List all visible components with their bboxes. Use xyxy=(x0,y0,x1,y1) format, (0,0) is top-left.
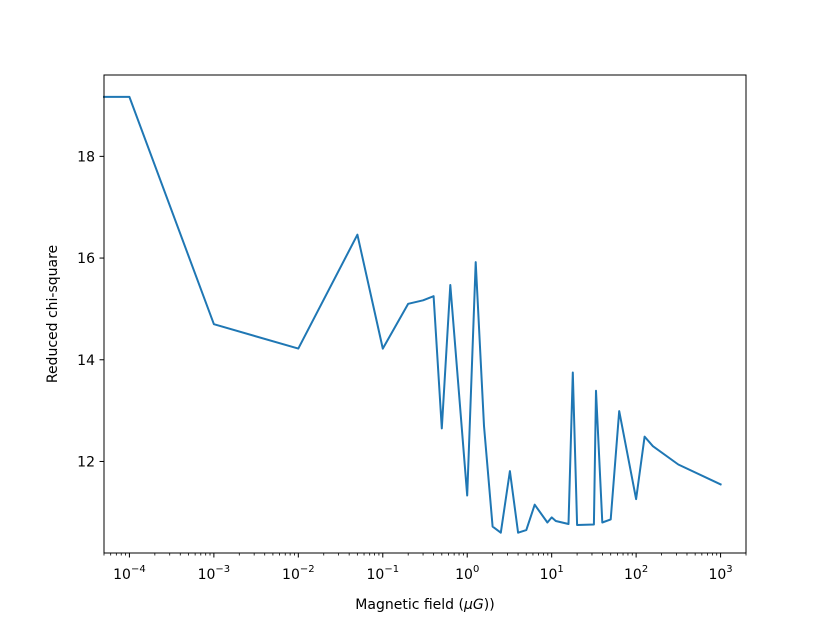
y-tick-label: 18 xyxy=(77,149,95,165)
y-axis-label: Reduced chi-square xyxy=(45,245,61,383)
x-tick-label: 10−2 xyxy=(282,564,315,583)
x-tick-label: 10−4 xyxy=(113,564,146,583)
x-major-ticks: 10−4 10−3 10−2 10−1 100 101 102 103 xyxy=(113,553,733,583)
x-tick-label: 101 xyxy=(540,564,564,583)
x-axis-label: Magnetic field (μG)) xyxy=(355,597,494,613)
x-tick-label: 103 xyxy=(708,564,732,583)
series-line xyxy=(103,95,722,534)
x-tick-label: 100 xyxy=(455,564,479,583)
y-ticks: 12 14 16 18 xyxy=(77,149,104,470)
y-tick-label: 16 xyxy=(77,251,95,267)
x-tick-label: 10−3 xyxy=(198,564,231,583)
y-tick-label: 12 xyxy=(77,454,95,470)
y-tick-label: 14 xyxy=(77,353,95,369)
x-tick-label: 102 xyxy=(624,564,648,583)
plot-frame xyxy=(103,74,747,554)
x-tick-label: 10−1 xyxy=(366,564,399,583)
